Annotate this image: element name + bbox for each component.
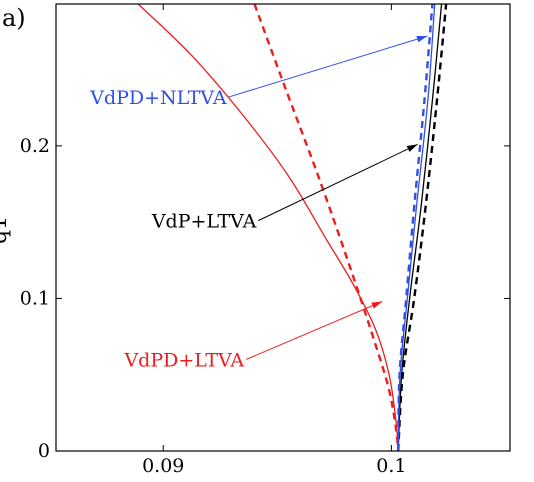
- series-line-vdp-ltva-dashed: [397, 4, 448, 451]
- annotation-arrowhead: [406, 144, 418, 152]
- panel-label: a): [2, 4, 26, 32]
- annotation-arrowhead: [371, 301, 383, 309]
- plot-frame: [55, 3, 511, 452]
- y-tick-label: 0.1: [20, 287, 50, 309]
- series-line-vdpd-nltva-solid: [397, 4, 436, 451]
- y-axis-label: q1: [0, 216, 12, 244]
- annotations-group: VdPD+NLTVA VdP+LTVA VdPD+LTVA: [89, 35, 428, 371]
- y-tick-label: 0: [38, 440, 50, 462]
- annotation-arrow: [228, 35, 428, 98]
- series-line-vdpd-nltva-dashed: [397, 4, 434, 451]
- annotation-label: VdPD+LTVA: [123, 349, 244, 371]
- annotation-label: VdP+LTVA: [151, 211, 257, 233]
- annotation-arrowhead: [416, 36, 428, 43]
- series-line-vdpd-ltva-dashed: [253, 4, 400, 451]
- x-tick-label: 0.1: [376, 455, 406, 477]
- annotation-label: VdPD+NLTVA: [89, 87, 227, 109]
- series-line-vdpd-ltva-solid: [137, 4, 399, 451]
- annotation-arrow: [245, 301, 383, 360]
- annotation-arrow: [258, 143, 418, 222]
- series-group: [137, 4, 448, 451]
- y-tick-label: 0.2: [20, 135, 50, 157]
- series-line-vdp-ltva-solid: [397, 4, 443, 451]
- axis-ticks: 0.09 0.1 0 0.1 0.2: [20, 4, 510, 477]
- x-tick-label: 0.09: [142, 455, 184, 477]
- x-axis-label: μ: [276, 475, 290, 482]
